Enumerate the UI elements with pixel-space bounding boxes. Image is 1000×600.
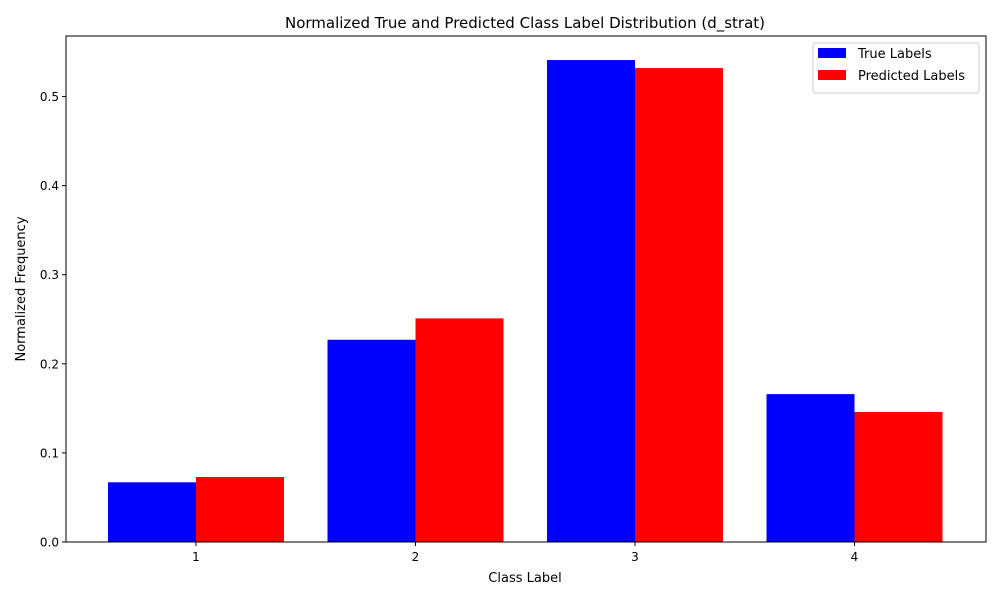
x-axis: 1 2 3 4 — [192, 542, 858, 564]
legend-label-predicted: Predicted Labels — [858, 69, 965, 84]
bar-true-class-1 — [108, 482, 196, 542]
y-tick-label: 0.1 — [40, 446, 59, 460]
x-tick-label: 1 — [192, 550, 200, 564]
bar-predicted-class-4 — [854, 411, 943, 542]
bars-group — [108, 60, 943, 542]
bar-true-class-2 — [327, 339, 416, 542]
y-tick-label: 0.2 — [40, 357, 59, 371]
bar-predicted-class-1 — [196, 476, 284, 542]
chart-title: Normalized True and Predicted Class Labe… — [285, 14, 765, 33]
plot-frame — [65, 35, 987, 543]
bar-true-class-4 — [766, 394, 855, 542]
y-axis-label: Normalized Frequency — [14, 216, 29, 361]
legend-box — [812, 42, 980, 94]
x-tick-label: 4 — [851, 550, 859, 564]
bar-predicted-class-2 — [415, 318, 504, 542]
x-tick-label: 2 — [412, 550, 420, 564]
legend-swatch-true — [818, 48, 846, 58]
legend-label-true: True Labels — [857, 47, 932, 62]
legend-swatch-predicted — [818, 70, 846, 80]
y-axis: 0.0 0.1 0.2 0.3 0.4 0.5 — [40, 90, 66, 550]
y-tick-label: 0.0 — [40, 536, 59, 550]
x-tick-label: 3 — [631, 550, 639, 564]
x-axis-label: Class Label — [488, 571, 561, 586]
y-tick-label: 0.3 — [40, 268, 59, 282]
y-tick-label: 0.5 — [40, 90, 59, 104]
bar-true-class-3 — [547, 60, 635, 542]
legend: True Labels Predicted Labels — [812, 42, 980, 94]
y-tick-label: 0.4 — [40, 179, 59, 193]
bar-predicted-class-3 — [635, 68, 723, 542]
